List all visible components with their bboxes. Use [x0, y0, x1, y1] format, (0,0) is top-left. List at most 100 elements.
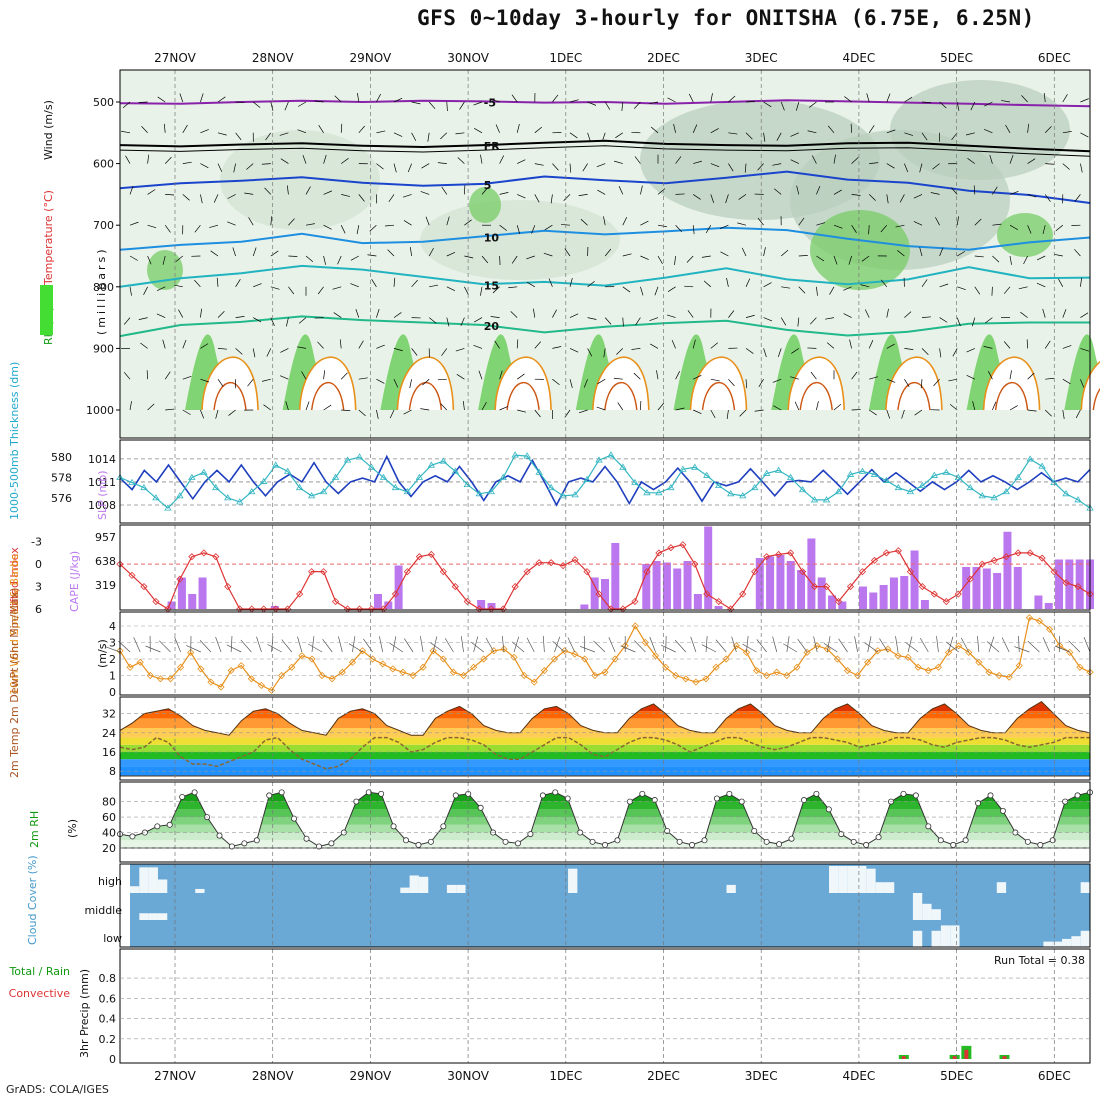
upper-wind-barb	[323, 255, 326, 265]
cape-bar	[920, 600, 929, 609]
isotherm-label-15: 15	[484, 279, 499, 292]
upper-wind-barb	[587, 348, 593, 357]
thickness-point	[212, 483, 220, 491]
upper-wind-barb	[904, 96, 913, 103]
upper-wind-barb	[550, 194, 553, 204]
wind-barb	[823, 642, 838, 653]
wind-speed-point	[338, 668, 346, 676]
cape-bar	[1034, 595, 1043, 609]
upper-wind-barb	[534, 341, 541, 349]
upper-wind-barb	[880, 224, 888, 233]
upper-wind-barb	[323, 404, 332, 411]
wind-barb	[444, 638, 454, 653]
upper-wind-barb	[868, 194, 876, 201]
upper-wind-barb	[156, 286, 166, 292]
thickness-point	[140, 483, 148, 491]
upper-wind-barb	[440, 403, 448, 411]
upper-wind-barb	[165, 194, 175, 196]
upper-wind-barb	[164, 371, 171, 380]
upper-wind-barb	[215, 409, 219, 419]
thickness-point	[810, 496, 819, 503]
upper-wind-barb	[473, 344, 483, 349]
upper-wind-barb	[1058, 278, 1064, 287]
upper-wind-barb	[516, 123, 520, 133]
cape-tick-label: 319	[95, 579, 116, 592]
date-label-top: 1DEC	[549, 51, 582, 65]
date-label-bottom: 29NOV	[350, 1069, 392, 1083]
wind-barb	[634, 640, 646, 653]
wind-speed-point	[712, 663, 720, 671]
upper-wind-barb	[492, 286, 500, 294]
wind-label-text: 10m Wind Speed & Barbs	[8, 554, 21, 695]
thickness-point	[619, 463, 627, 470]
rh-point	[813, 790, 820, 797]
upper-wind-barb	[728, 95, 736, 103]
thickness-point	[870, 470, 879, 477]
upper-wind-barb	[499, 224, 507, 231]
upper-wind-barb	[548, 278, 553, 287]
wind-barb	[742, 643, 757, 653]
thickness-point	[391, 483, 400, 491]
thickness-point	[703, 471, 711, 478]
upper-wind-barb	[323, 190, 333, 195]
cloud-middle-bar	[912, 893, 923, 920]
cloud-high-bar	[148, 867, 158, 893]
upper-wind-barb	[921, 101, 931, 104]
wind-barb	[986, 641, 1000, 653]
upper-wind-barb	[640, 286, 644, 296]
thickness-point	[236, 498, 244, 505]
wind-speed-point	[803, 648, 811, 656]
upper-wind-barb	[428, 247, 434, 257]
cloud-high-bar	[157, 879, 168, 893]
rh-point	[415, 841, 422, 848]
upper-wind-barb	[393, 163, 397, 173]
upper-wind-barb	[1001, 100, 1011, 103]
wind-barb	[1083, 637, 1091, 653]
li-point	[1026, 549, 1034, 557]
thickness-point	[188, 473, 196, 480]
thickness-point	[1062, 490, 1070, 497]
cloud-high-bar	[409, 875, 419, 893]
panel-frame-thickness_slp	[119, 439, 1091, 524]
upper-wind-barb	[949, 404, 958, 411]
cape-bar	[1003, 531, 1012, 609]
upper-wind-barb	[921, 132, 928, 141]
slp-label-text: SLP (mb)	[96, 470, 109, 520]
cape-bar	[683, 561, 692, 609]
upper-wind-barb	[930, 192, 940, 195]
upper-wind-barb	[650, 126, 659, 134]
wind-speed-point	[591, 671, 599, 680]
upper-wind-barb	[745, 348, 754, 354]
upper-wind-barb	[798, 286, 806, 294]
wind-speed-point	[864, 658, 872, 666]
upper-wind-barb	[688, 93, 694, 103]
upper-wind-barb	[904, 132, 914, 136]
upper-wind-barb	[437, 162, 447, 164]
upper-wind-barb	[886, 409, 891, 419]
upper-wind-barb	[393, 97, 403, 103]
upper-wind-barb	[1074, 249, 1081, 257]
temp-band-6	[120, 718, 1090, 728]
thickness-point	[822, 496, 831, 503]
wind-tick-label: 2	[109, 653, 116, 666]
upper-wind-barb	[182, 409, 191, 415]
rh-shading-7	[469, 187, 501, 223]
upper-wind-barb	[675, 224, 682, 233]
upper-wind-barb	[744, 163, 747, 173]
cloud-high-bar	[847, 866, 857, 893]
upper-wind-barb	[578, 409, 588, 414]
thickness-point	[200, 468, 208, 475]
wind-barb	[593, 640, 606, 653]
upper-wind-barb	[618, 186, 624, 195]
isotherm-5	[119, 170, 1091, 204]
upper-wind-barb	[701, 255, 711, 258]
upper-wind-barb	[790, 376, 799, 380]
wind-speed-point	[459, 671, 468, 680]
temp-band-8	[120, 701, 1090, 712]
upper-wind-barb	[1009, 155, 1014, 164]
wind-barb	[281, 639, 293, 653]
upper-wind-barb	[358, 377, 368, 380]
upper-wind-barb	[633, 372, 641, 380]
upper-wind-barb	[970, 101, 976, 111]
cape-bar	[662, 562, 671, 609]
